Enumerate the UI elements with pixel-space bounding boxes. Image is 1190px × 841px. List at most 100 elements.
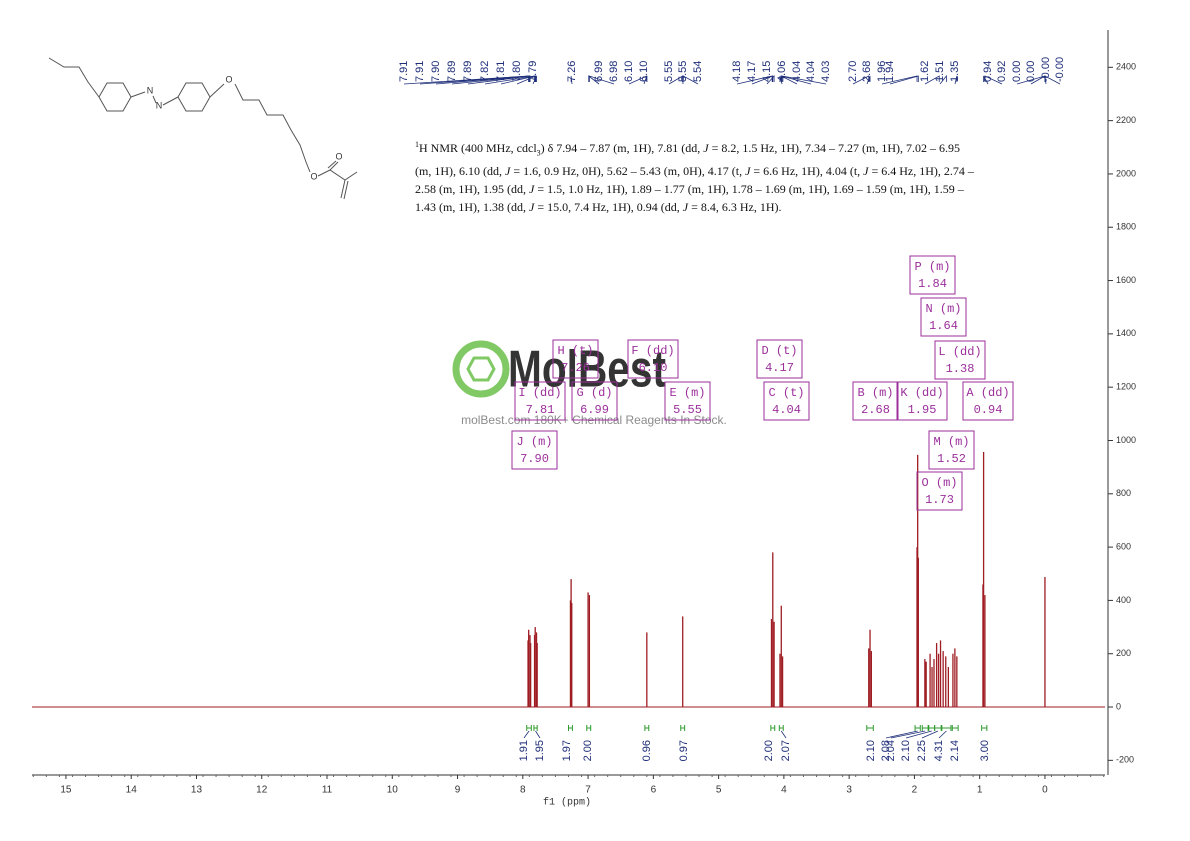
multiplet-shift: 4.04 — [772, 403, 801, 417]
peak-label: 0.00 — [1011, 61, 1023, 82]
integral-leader — [921, 730, 939, 739]
integral-label: 1.95 — [534, 740, 546, 761]
multiplet-label: L (dd) — [938, 345, 981, 359]
peak-leader — [570, 75, 573, 85]
integral-bracket — [680, 725, 686, 731]
x-tick-label: 15 — [60, 785, 72, 796]
y-tick-label: 400 — [1116, 595, 1131, 605]
integral-bracket — [951, 725, 959, 731]
nmr-text: = 8.2, 1.5 Hz, 1H), 7.34 – 7.27 (m, 1H),… — [415, 141, 961, 179]
peak-label: 5.54 — [692, 61, 704, 82]
peak-leader — [984, 75, 1003, 85]
y-tick-label: 1800 — [1116, 222, 1136, 232]
nmr-text: = 1.6, 0.9 Hz, 0H), 5.62 – 5.43 (m, 0H),… — [510, 164, 746, 179]
atom-label: N — [156, 100, 163, 110]
peak-label: 7.80 — [511, 61, 523, 82]
nmr-text: = 1.5, 1.0 Hz, 1H), 1.89 – 1.77 (m, 1H),… — [415, 182, 964, 215]
multiplet-frame — [962, 381, 1014, 421]
bond — [130, 91, 146, 98]
integral-label: 2.10 — [865, 740, 877, 761]
peak-label: 1.62 — [919, 61, 931, 82]
x-tick-label: 1 — [977, 785, 983, 796]
integral-leader — [885, 730, 918, 739]
integral-bracket — [770, 725, 776, 731]
y-tick-label: 2000 — [1116, 168, 1136, 178]
peak-label: 7.91 — [398, 61, 410, 82]
multiplet-frame — [511, 430, 558, 470]
integral-bracket — [981, 725, 988, 731]
x-tick-label: 3 — [846, 785, 852, 796]
peak-label: 1.96 — [876, 61, 888, 82]
peak-label: 4.17 — [746, 61, 758, 82]
peak-leader — [1044, 75, 1061, 85]
nmr-text: 3 — [536, 148, 541, 158]
multiplet-label: P (m) — [914, 260, 950, 274]
integral-leader — [938, 730, 947, 739]
multiplet-label: M (m) — [933, 435, 969, 449]
integral-label: 1.97 — [561, 740, 573, 761]
nmr-text: J — [745, 164, 751, 179]
integral-label: 2.10 — [900, 740, 912, 761]
multiplet-box: L (dd) 1.38 — [934, 340, 986, 380]
x-tick-label: 13 — [191, 785, 203, 796]
integral-bracket — [934, 725, 942, 731]
y-tick-label: 800 — [1116, 488, 1131, 498]
peak-leader — [643, 75, 648, 85]
peak-label: 0.92 — [996, 61, 1008, 82]
integral-bracket — [526, 725, 532, 731]
peak-label: 7.26 — [566, 61, 578, 82]
butyl-chain — [48, 57, 100, 98]
nmr-text: = 6.6 Hz, 1H), 4.04 (t, — [750, 164, 864, 179]
multiplet-box: O (m) 1.73 — [916, 471, 963, 511]
nmr-text: J — [529, 200, 535, 215]
integral-bracket — [568, 725, 573, 731]
multiplet-label: E (m) — [669, 386, 705, 400]
x-tick-label: 5 — [716, 785, 722, 796]
y-tick-label: 600 — [1116, 541, 1131, 551]
watermark-logo — [466, 356, 496, 382]
multiplet-label: N (m) — [925, 302, 961, 316]
peak-leader — [866, 75, 871, 85]
peak-label: 2.70 — [847, 61, 859, 82]
integral-label: 1.91 — [518, 740, 530, 761]
peak-leader — [516, 75, 537, 85]
bond — [329, 161, 339, 171]
peak-label: 1.94 — [884, 61, 896, 82]
integral-bracket — [586, 725, 592, 731]
peak-label: 4.15 — [761, 61, 773, 82]
integral-bracket — [914, 725, 921, 731]
peak-label: 7.89 — [446, 61, 458, 82]
nmr-description: 1H NMR (400 MHz, cdcl3) δ 7.94 – 7.87 (m… — [415, 136, 975, 216]
multiplet-shift: 1.38 — [946, 362, 975, 376]
x-tick-label: 0 — [1042, 785, 1048, 796]
peak-label: 6.98 — [608, 61, 620, 82]
multiplet-box: K (dd) 1.95 — [896, 381, 948, 421]
integral-label: 2.00 — [763, 740, 775, 761]
x-tick-label: 10 — [387, 785, 399, 796]
x-tick-label: 2 — [912, 785, 918, 796]
peak-label: 4.04 — [791, 61, 803, 82]
integral-label: 4.31 — [933, 740, 945, 761]
nmr-text: J — [703, 141, 709, 155]
x-tick-label: 11 — [322, 785, 333, 796]
peak-label: 5.55 — [663, 61, 675, 82]
peak-leader — [467, 75, 531, 85]
multiplet-shift: 1.64 — [929, 319, 958, 333]
integral-leader — [890, 730, 926, 739]
peak-label: 6.99 — [593, 61, 605, 82]
x-tick-label: 6 — [651, 785, 657, 796]
peak-leader — [939, 74, 947, 85]
multiplet-shift: 7.26 — [561, 361, 590, 375]
atom-label: O — [225, 74, 232, 84]
alkyl-chain — [234, 83, 311, 173]
peak-label: 4.04 — [805, 61, 817, 82]
multiplet-shift: 0.94 — [974, 403, 1003, 417]
x-tick-label: 8 — [520, 785, 526, 796]
y-tick-label: 200 — [1116, 648, 1131, 658]
multiplet-label: D (t) — [761, 344, 797, 358]
multiplet-box: B (m) 2.68 — [852, 381, 899, 421]
watermark-logo — [452, 340, 510, 398]
multiplet-frame — [514, 381, 566, 421]
